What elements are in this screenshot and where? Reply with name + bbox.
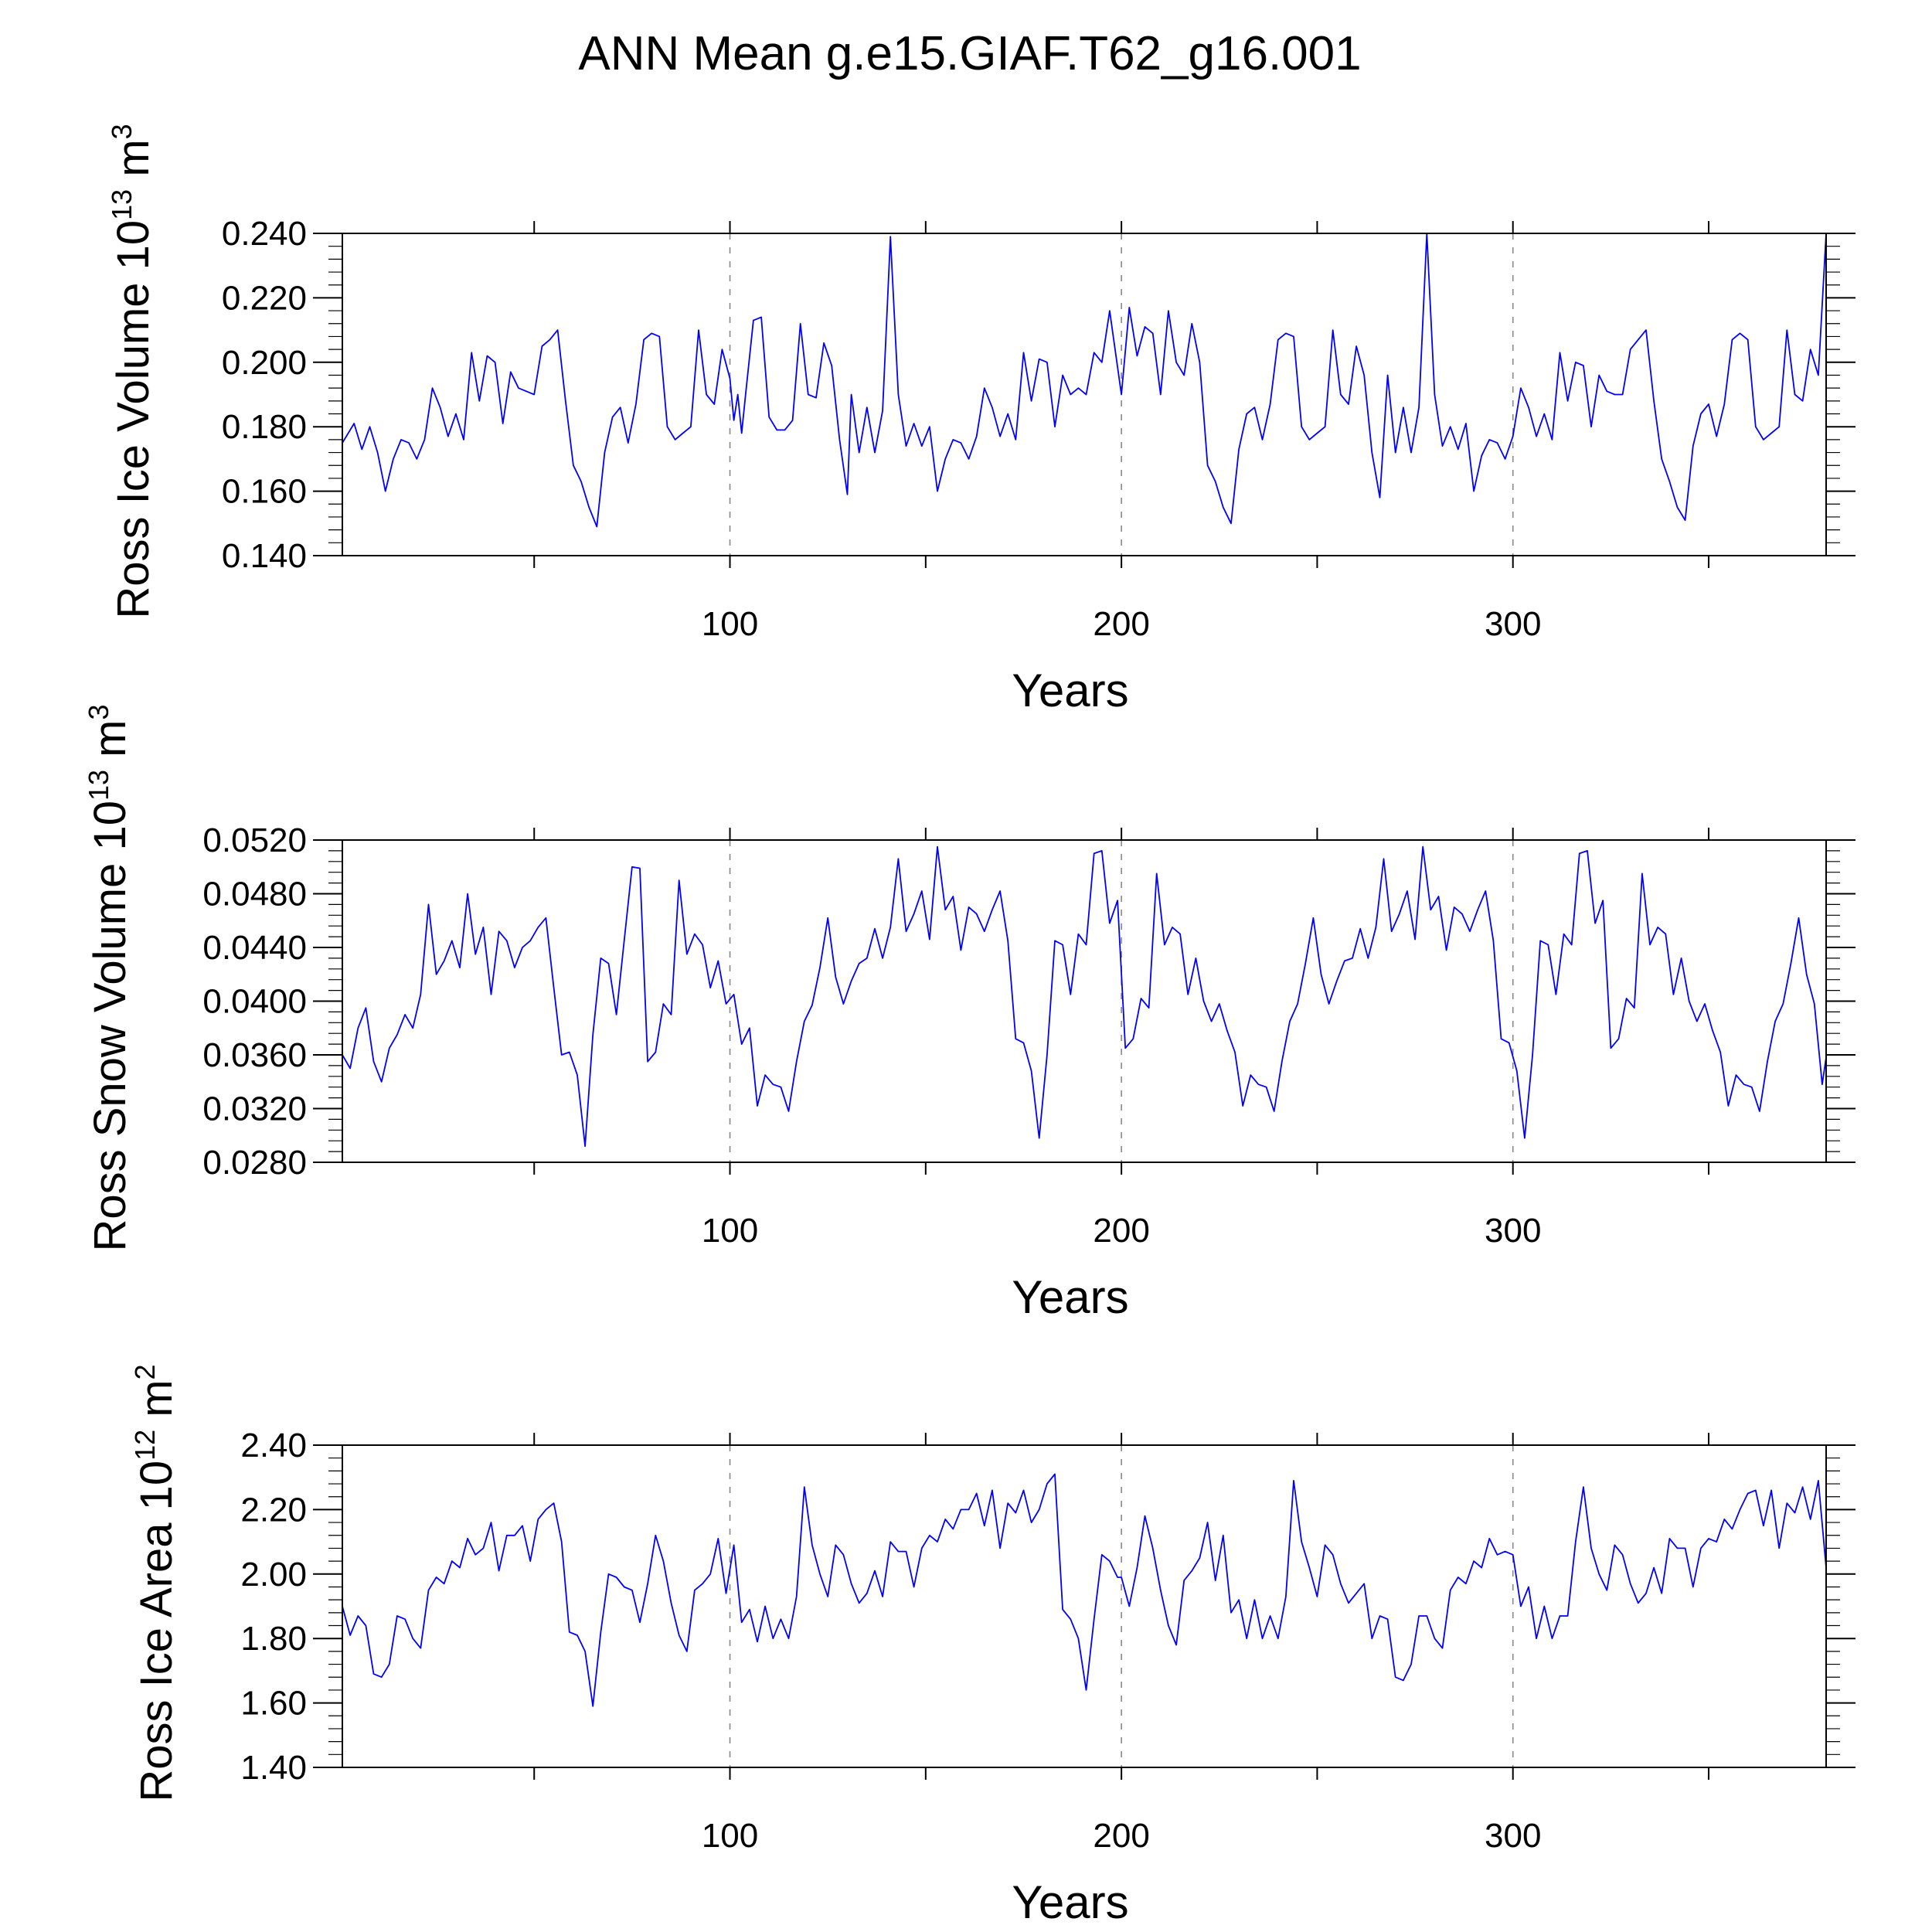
x-tick-label: 200 — [1093, 1212, 1149, 1250]
y-tick-label: 2.00 — [240, 1556, 307, 1594]
plot-frame — [342, 839, 1827, 1163]
y-tick-label: 0.200 — [222, 344, 307, 382]
panel-ross-ice-area: 100 200 300 1.40 1.60 1.80 2.00 2.20 2.40 Years Ro… — [129, 1364, 1855, 1928]
plot-frame — [342, 1444, 1827, 1768]
y-axis-label: Ross Ice Volume 1013 m3 — [106, 124, 158, 618]
y-tick-label: 0.0280 — [202, 1144, 307, 1182]
panel-ross-snow-volume: 100 200 300 0.0280 0.0320 0.0360 0.0400 0.0440 0… — [83, 704, 1855, 1323]
y-axis-label-units-unit: m — [85, 720, 135, 770]
y-tick-label: 0.240 — [222, 215, 307, 253]
y-axis-label-units-exp: 12 — [129, 1430, 161, 1461]
y-axis-label-ylabel: Ross Snow Volume — [85, 851, 135, 1252]
x-tick-label: 100 — [702, 605, 758, 643]
y-tick-label: 0.0360 — [202, 1036, 307, 1074]
x-tick-label: 300 — [1485, 1817, 1541, 1855]
y-axis-label: Ross Ice Area 1012 m2 — [129, 1364, 182, 1801]
y-tick-label: 1.80 — [240, 1620, 307, 1658]
y-axis-label-ylabel: Ross Ice Area — [131, 1510, 182, 1801]
y-axis-label-units-exp: 13 — [106, 189, 138, 220]
y-tick-label: 2.20 — [240, 1491, 307, 1529]
y-axis-label-units-base: 10 — [131, 1461, 182, 1511]
y-tick-label: 0.160 — [222, 473, 307, 511]
y-axis-label-units-unit: m — [131, 1379, 182, 1429]
data-line — [342, 1473, 1827, 1707]
y-axis-label-units-pow: 3 — [83, 704, 114, 719]
panel-ross-ice-volume: 100 200 300 0.140 0.160 0.180 0.200 0.220 0.240 Y… — [106, 124, 1855, 716]
panels-container: 100 200 300 0.140 0.160 0.180 0.200 0.220 0.240 Y… — [83, 124, 1855, 1928]
y-tick-label: 1.60 — [240, 1685, 307, 1723]
y-axis-label-units-pow: 2 — [129, 1364, 161, 1379]
y-tick-label: 0.220 — [222, 279, 307, 317]
plot-frame — [342, 233, 1827, 556]
y-axis-label-units-base: 10 — [108, 220, 158, 270]
y-tick-label: 0.140 — [222, 537, 307, 575]
y-axis-label-units-unit: m — [108, 139, 158, 189]
x-tick-label: 200 — [1093, 605, 1149, 643]
figure-title: ANN Mean g.e15.GIAF.T62_g16.001 — [578, 27, 1361, 80]
x-tick-label: 300 — [1485, 605, 1541, 643]
y-tick-label: 0.0480 — [202, 876, 307, 913]
x-tick-label: 100 — [702, 1817, 758, 1855]
y-axis-label-units-pow: 3 — [106, 124, 138, 139]
y-tick-label: 0.0320 — [202, 1090, 307, 1128]
y-tick-label: 0.0440 — [202, 929, 307, 967]
y-tick-label: 0.0520 — [202, 821, 307, 859]
x-tick-label: 100 — [702, 1212, 758, 1250]
x-tick-label: 200 — [1093, 1817, 1149, 1855]
x-axis-label: Years — [1012, 1876, 1128, 1928]
x-tick-label: 300 — [1485, 1212, 1541, 1250]
x-axis-label: Years — [1012, 665, 1128, 716]
y-tick-label: 0.0400 — [202, 983, 307, 1021]
y-axis-label: Ross Snow Volume 1013 m3 — [83, 704, 135, 1251]
data-line — [342, 233, 1827, 528]
y-axis-label-units-base: 10 — [85, 801, 135, 851]
data-line — [342, 845, 1827, 1148]
y-axis-label-units-exp: 13 — [83, 770, 114, 801]
y-axis-label-ylabel: Ross Ice Volume — [108, 270, 158, 618]
x-axis-label: Years — [1012, 1271, 1128, 1323]
y-tick-label: 0.180 — [222, 408, 307, 446]
y-tick-label: 2.40 — [240, 1427, 307, 1464]
y-tick-label: 1.40 — [240, 1749, 307, 1787]
